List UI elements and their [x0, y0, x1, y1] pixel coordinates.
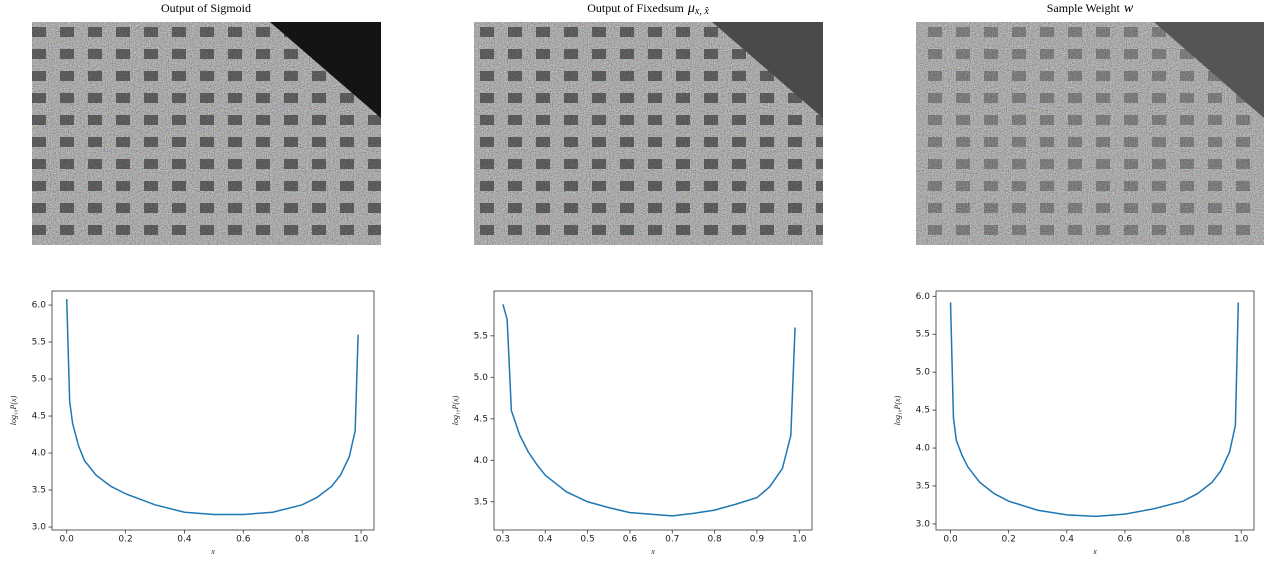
y-tick-label: 6.0 — [916, 292, 931, 302]
y-tick-label: 4.5 — [916, 406, 930, 416]
y-tick-label: 3.5 — [916, 481, 930, 491]
x-tick-label: 0.4 — [1060, 535, 1075, 545]
panel-title: Output of Sigmoid — [161, 1, 251, 15]
y-tick-label: 5.5 — [916, 330, 930, 340]
y-tick-label: 4.5 — [32, 412, 46, 422]
panel-title: Output of Fixedsum μx, x̂ — [587, 1, 709, 18]
line — [949, 302, 1240, 518]
x-tick-label: 0.8 — [295, 535, 310, 545]
x-tick-label: 0.6 — [1118, 535, 1133, 545]
line — [65, 299, 359, 516]
plot-frame — [935, 290, 1255, 531]
y-tick-label: 5.0 — [474, 373, 489, 383]
x-tick-label: 1.0 — [1234, 535, 1249, 545]
x-tick-label: 0.2 — [1002, 535, 1016, 545]
x-axis-label: x — [650, 547, 655, 556]
x-tick-label: 0.5 — [580, 535, 594, 545]
photo — [916, 22, 1264, 245]
y-tick-label: 6.0 — [32, 301, 47, 311]
x-tick-label: 0.2 — [118, 535, 132, 545]
title-symbol: μ — [687, 1, 695, 16]
x-tick-label: 0.3 — [496, 535, 510, 545]
x-tick-label: 0.0 — [943, 535, 958, 545]
x-tick-label: 1.0 — [354, 535, 369, 545]
x-tick-label: 0.6 — [623, 535, 638, 545]
y-tick-label: 5.5 — [32, 338, 46, 348]
y-tick-label: 3.0 — [32, 523, 47, 533]
y-tick-label: 5.0 — [32, 375, 47, 385]
y-tick-label: 5.0 — [916, 368, 931, 378]
panel-title: Sample Weight w — [1047, 1, 1134, 16]
title-subscript: x, x̂ — [694, 6, 709, 17]
title-text: Output of Fixedsum — [587, 1, 684, 15]
x-tick-label: 0.4 — [538, 535, 553, 545]
x-tick-label: 1.0 — [792, 535, 807, 545]
x-tick-label: 0.0 — [60, 535, 75, 545]
y-tick-label: 3.0 — [916, 519, 931, 529]
x-tick-label: 0.9 — [750, 535, 765, 545]
plot-frame — [51, 290, 375, 531]
y-axis-label: log₁₀P(x) — [451, 395, 460, 425]
y-tick-label: 3.5 — [474, 497, 488, 507]
photo — [474, 22, 823, 245]
title-text: Sample Weight — [1047, 1, 1121, 15]
y-tick-label: 4.5 — [474, 414, 488, 424]
line — [502, 304, 796, 517]
y-tick-label: 4.0 — [32, 449, 47, 459]
y-tick-label: 4.0 — [474, 456, 489, 466]
x-tick-label: 0.7 — [665, 535, 679, 545]
plot-frame — [493, 290, 813, 531]
x-axis-label: x — [210, 547, 215, 556]
y-tick-label: 5.5 — [474, 331, 488, 341]
x-axis-label: x — [1092, 547, 1097, 556]
photo — [32, 22, 381, 245]
y-axis-label: log₁₀P(x) — [893, 395, 902, 425]
y-tick-label: 3.5 — [32, 486, 46, 496]
title-symbol: w — [1124, 1, 1134, 16]
x-tick-label: 0.6 — [236, 535, 251, 545]
y-axis-label: log₁₀P(x) — [9, 395, 18, 425]
x-tick-label: 0.8 — [707, 535, 722, 545]
title-text: Output of Sigmoid — [161, 1, 251, 15]
x-tick-label: 0.8 — [1176, 535, 1191, 545]
x-tick-label: 0.4 — [177, 535, 192, 545]
y-tick-label: 4.0 — [916, 444, 931, 454]
